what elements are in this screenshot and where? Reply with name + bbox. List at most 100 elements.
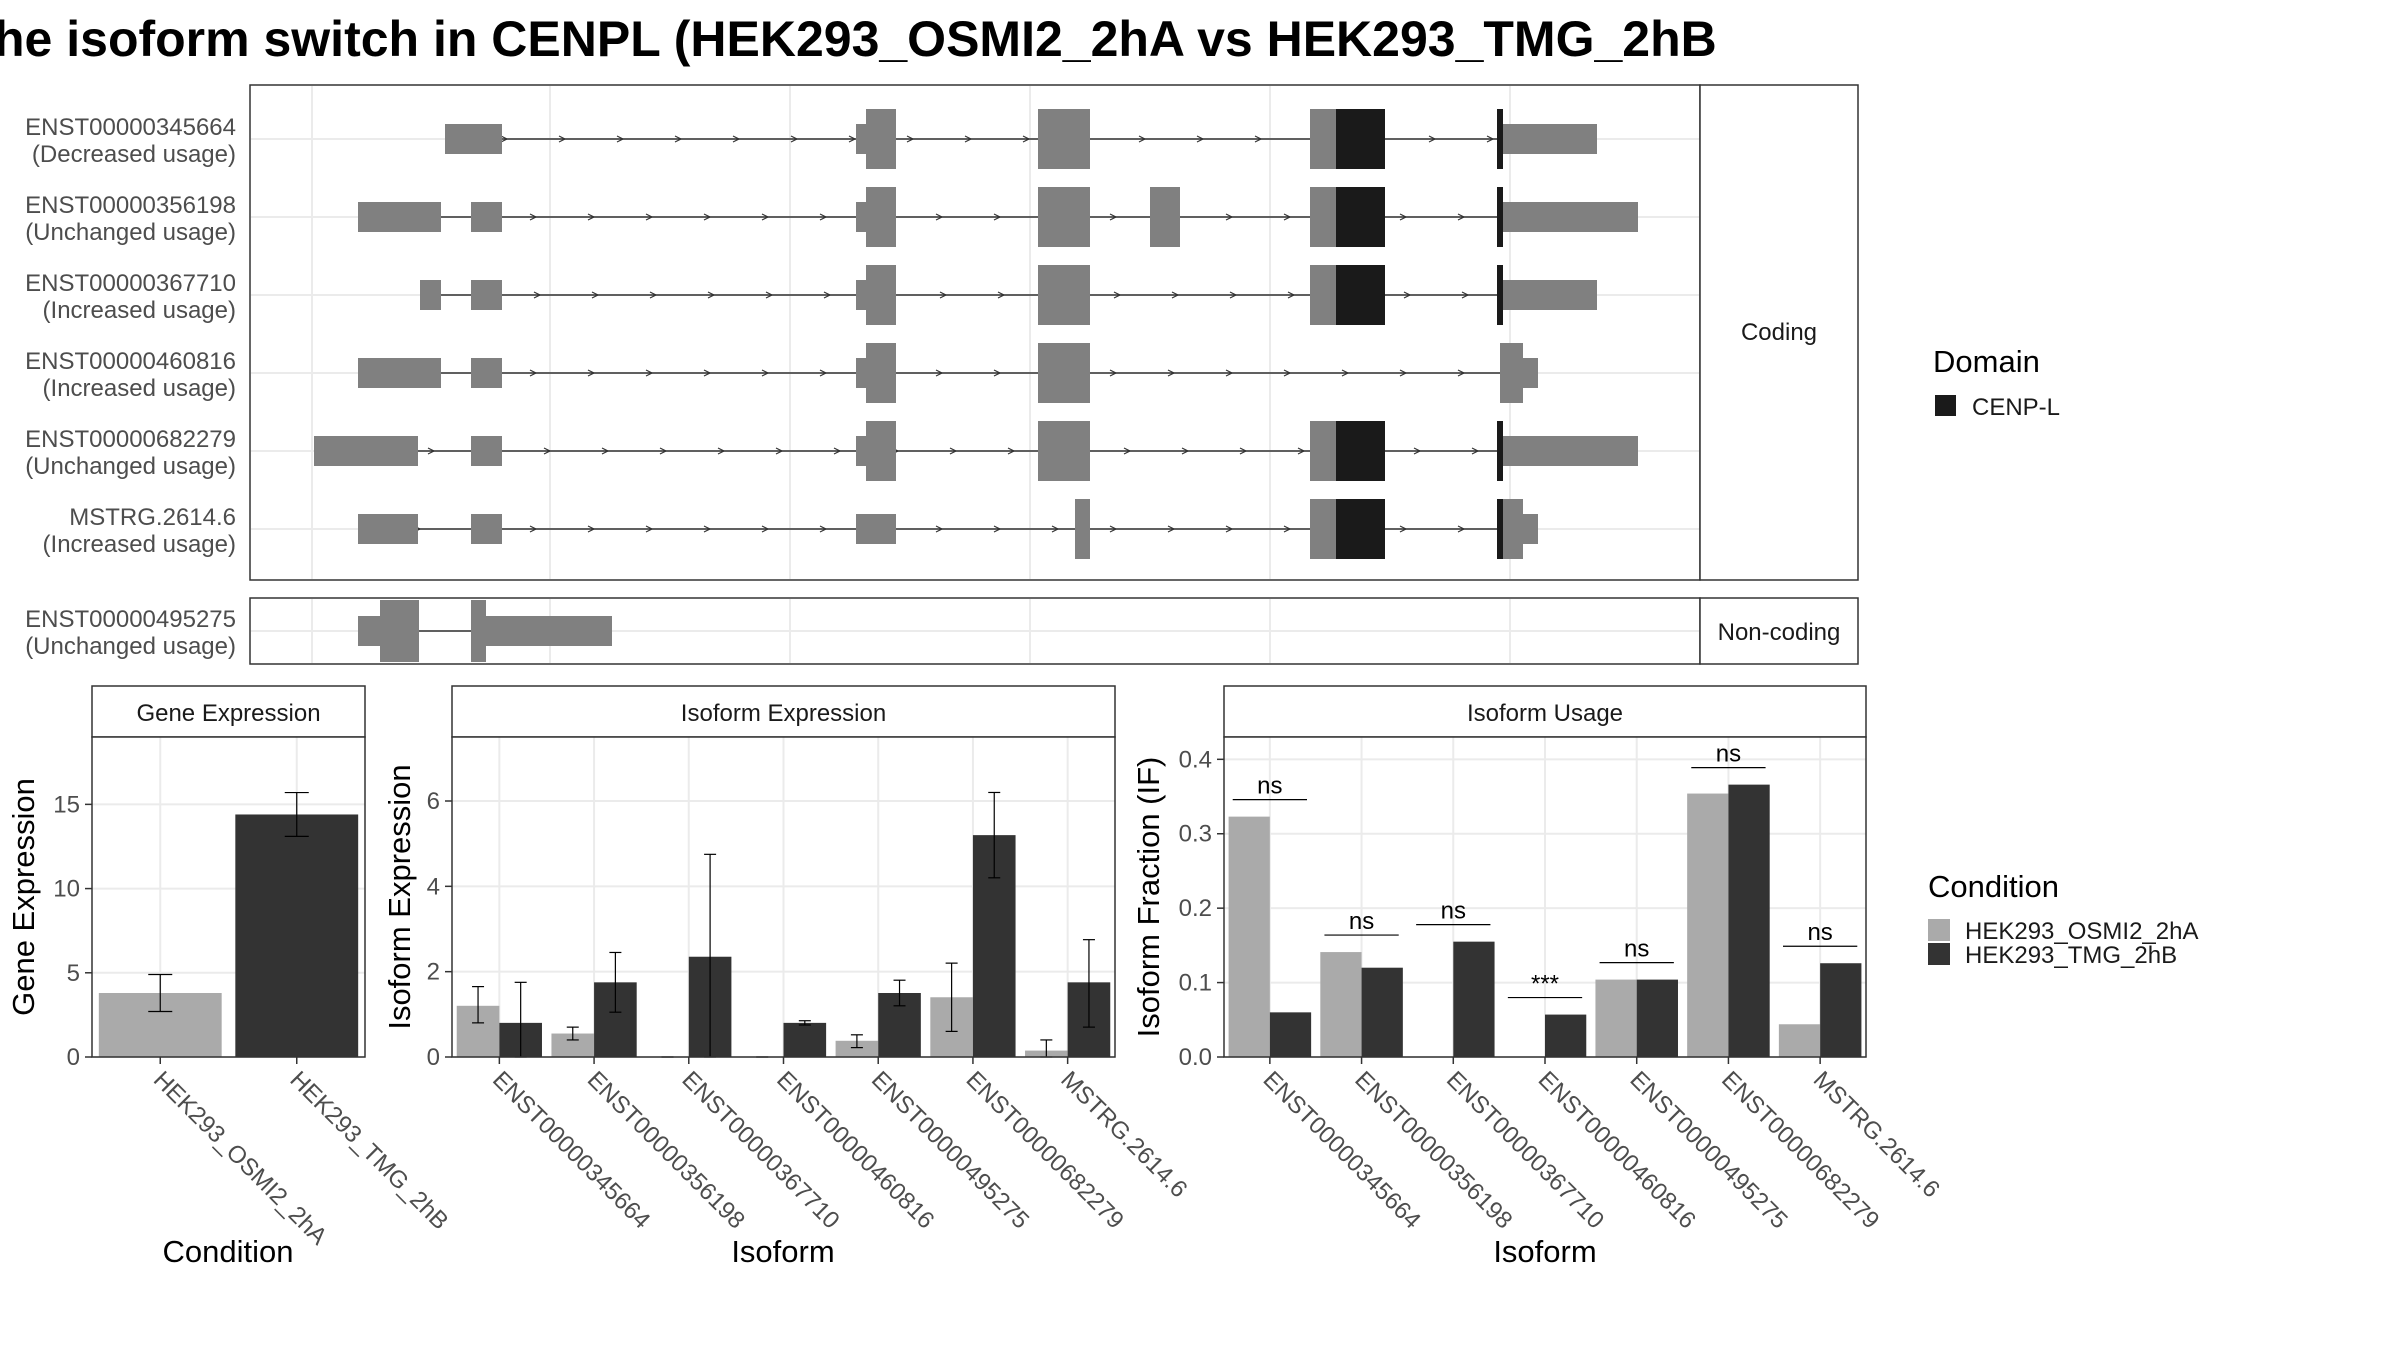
exon — [1075, 499, 1090, 559]
isoform-status-label: (Unchanged usage) — [25, 219, 236, 246]
direction-arrow — [616, 135, 625, 143]
isoform-id-label: ENST00000495275 — [25, 606, 236, 633]
y-tick-label: 2 — [427, 959, 440, 986]
y-tick-label: 0.4 — [1179, 746, 1212, 773]
direction-arrow — [993, 525, 1002, 533]
exon — [1038, 421, 1090, 481]
y-tick-label: 0 — [67, 1044, 80, 1071]
x-tick-label: ENST00000682279 — [1716, 1066, 1884, 1234]
domain-cenp-l — [1497, 499, 1503, 559]
direction-arrow — [1239, 447, 1248, 455]
direction-arrow — [591, 291, 600, 299]
condition-legend: Condition HEK293_OSMI2_2hA HEK293_TMG_2h… — [1928, 869, 2198, 969]
direction-arrow — [1457, 369, 1466, 377]
y-tick-label: 4 — [427, 873, 440, 900]
exon — [1310, 109, 1336, 169]
significance-label: ns — [1441, 898, 1466, 925]
x-tick-label: ENST00000495275 — [1624, 1066, 1792, 1234]
exon — [445, 124, 502, 154]
direction-arrow — [1254, 135, 1263, 143]
direction-arrow — [1457, 525, 1466, 533]
exon — [471, 358, 502, 388]
isoform-id-label: ENST00000460816 — [25, 348, 236, 375]
domain-cenp-l — [1336, 187, 1385, 247]
exon — [1503, 436, 1523, 466]
x-tick-label: ENST00000345664 — [1258, 1066, 1426, 1234]
direction-arrow — [935, 369, 944, 377]
x-tick-label: ENST00000356198 — [1349, 1066, 1517, 1234]
direction-arrow — [1196, 135, 1205, 143]
direction-arrow — [427, 447, 436, 455]
direction-arrow — [703, 213, 712, 221]
exon — [1523, 358, 1538, 388]
coding-tracks — [314, 109, 1638, 559]
domain-cenp-l — [1497, 265, 1503, 325]
direction-arrow — [761, 525, 770, 533]
exon — [866, 421, 896, 481]
y-tick-label: 0.1 — [1179, 970, 1212, 997]
exon — [471, 600, 486, 662]
direction-arrow — [529, 213, 538, 221]
direction-arrow — [1428, 135, 1437, 143]
direction-arrow — [1167, 525, 1176, 533]
direction-arrow — [587, 525, 596, 533]
isoform-id-label: ENST00000367710 — [25, 270, 236, 297]
direction-arrow — [765, 291, 774, 299]
direction-arrow — [1167, 369, 1176, 377]
domain-legend-title: Domain — [1933, 344, 2040, 379]
direction-arrow — [674, 135, 683, 143]
bar — [783, 1022, 827, 1057]
direction-arrow — [529, 525, 538, 533]
domain-cenp-l — [1497, 187, 1503, 247]
significance-label: ns — [1624, 936, 1649, 963]
direction-arrow — [1399, 213, 1408, 221]
x-tick-label: ENST00000356198 — [582, 1066, 750, 1234]
direction-arrow — [906, 135, 915, 143]
exon — [380, 600, 419, 662]
direction-arrow — [558, 135, 567, 143]
exon — [866, 343, 896, 403]
direction-arrow — [1457, 213, 1466, 221]
direction-arrow — [939, 291, 948, 299]
bar — [1320, 952, 1362, 1057]
exon — [358, 514, 418, 544]
exon — [1310, 421, 1336, 481]
direction-arrow — [1283, 369, 1292, 377]
direction-arrow — [645, 369, 654, 377]
direction-arrow — [993, 369, 1002, 377]
direction-arrow — [823, 291, 832, 299]
direction-arrow — [1225, 213, 1234, 221]
bar — [1687, 793, 1729, 1057]
isoform-id-label: ENST00000682279 — [25, 426, 236, 453]
direction-arrow — [717, 447, 726, 455]
exon — [1523, 514, 1538, 544]
condition-legend-label-osmi: HEK293_OSMI2_2hA — [1965, 918, 2198, 945]
exon — [420, 280, 441, 310]
x-tick-label: ENST00000367710 — [1441, 1066, 1609, 1234]
exon — [471, 280, 502, 310]
isoform-status-label: (Increased usage) — [43, 297, 236, 324]
y-axis-title: Isoform Fraction (IF) — [1131, 757, 1166, 1038]
exon — [1523, 202, 1638, 232]
exon — [1503, 124, 1523, 154]
bar — [1636, 979, 1678, 1057]
significance-label: ns — [1807, 919, 1832, 946]
isoform-expression-panel: Isoform Expression0246ENST00000345664ENS… — [382, 685, 1192, 1269]
direction-arrow — [819, 213, 828, 221]
direction-arrow — [732, 135, 741, 143]
direction-arrow — [1113, 291, 1122, 299]
isoform-id-label: ENST00000356198 — [25, 192, 236, 219]
y-axis-title: Isoform Expression — [382, 764, 417, 1029]
direction-arrow — [645, 213, 654, 221]
direction-arrow — [819, 369, 828, 377]
x-tick-label: ENST00000367710 — [677, 1066, 845, 1234]
bar — [835, 1040, 879, 1057]
exon — [856, 358, 866, 388]
exon — [1503, 202, 1523, 232]
exon — [358, 616, 380, 646]
x-tick-label: ENST00000460816 — [771, 1066, 939, 1234]
plot-frame — [91, 736, 366, 1058]
domain-cenp-l — [1497, 109, 1503, 169]
direction-arrow — [949, 447, 958, 455]
y-tick-label: 0.2 — [1179, 895, 1212, 922]
